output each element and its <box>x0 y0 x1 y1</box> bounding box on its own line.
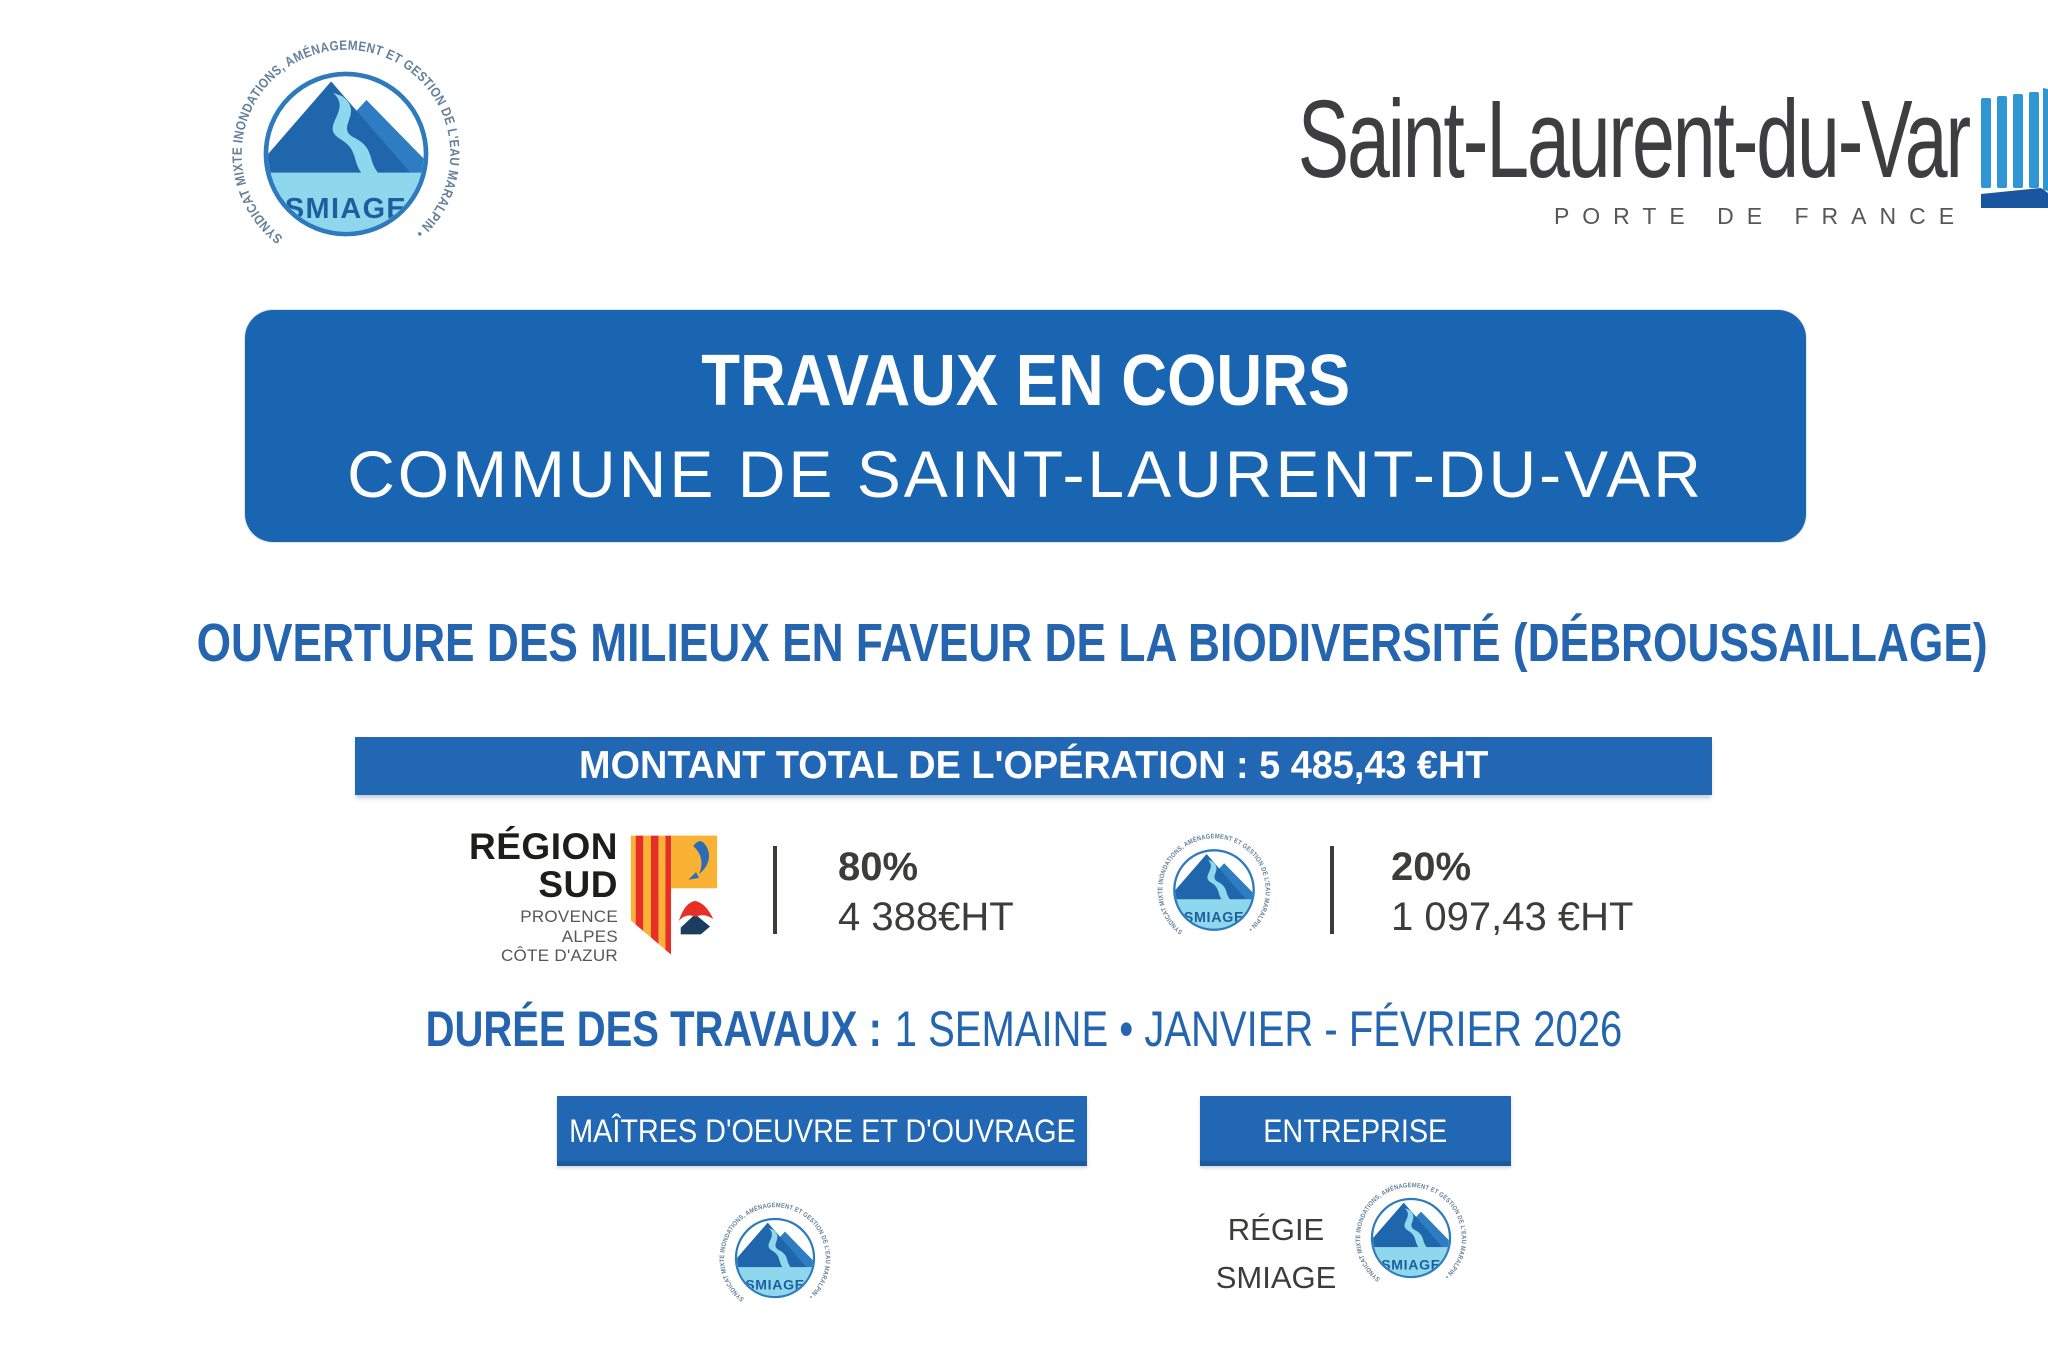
entreprise-label: ENTREPRISE <box>1263 1112 1448 1149</box>
duration-label: DURÉE DES TRAVAUX : <box>425 1001 882 1057</box>
smiage-logo-top-left: SYNDICAT MIXTE INONDATIONS, AMÉNAGEMENT … <box>225 33 467 275</box>
project-title: OUVERTURE DES MILIEUX EN FAVEUR DE LA BI… <box>196 613 1988 673</box>
city-logo-title: Saint-Laurent-du-Var <box>1297 78 1971 201</box>
financing-divider-1 <box>773 846 777 934</box>
entreprise-name-line2: SMIAGE <box>1215 1260 1337 1296</box>
entreprise-name: RÉGIE SMIAGE <box>1211 1206 1341 1302</box>
entreprise-bar: ENTREPRISE <box>1200 1096 1511 1166</box>
maitres-doeuvre-label: MAÎTRES D'OEUVRE ET D'OUVRAGE <box>568 1112 1076 1149</box>
duration-row: DURÉE DES TRAVAUX :1 SEMAINE • JANVIER -… <box>0 1000 2048 1058</box>
svg-text:SMIAGE: SMIAGE <box>745 1276 805 1292</box>
smiage-logo-entreprise: SYNDICAT MIXTE INONDATIONS, AMÉNAGEMENT … <box>1352 1179 1470 1297</box>
banner-commune-line: COMMUNE DE SAINT-LAURENT-DU-VAR <box>347 437 1704 511</box>
funder-1-amount: 4 388€HT <box>838 895 1014 939</box>
porte-de-france-tagline: PORTE DE FRANCE <box>1553 203 1968 230</box>
funder-2-percent: 20% <box>1391 845 1472 889</box>
svg-text:SMIAGE: SMIAGE <box>1184 910 1245 926</box>
region-sud-line1: RÉGION <box>469 826 618 867</box>
total-amount-bar: MONTANT TOTAL DE L'OPÉRATION : 5 485,43 … <box>355 737 1712 795</box>
region-sud-logo-text: RÉGION SUD PROVENCE ALPES CÔTE D'AZUR <box>408 828 618 965</box>
svg-text:SMIAGE: SMIAGE <box>1381 1256 1441 1272</box>
financing-item-region: 80% 4 388€HT <box>838 847 1014 937</box>
city-logo: Saint-Laurent-du-Var PORTE DE FRANCE <box>1010 78 2048 230</box>
city-gate-icon <box>1981 88 2048 208</box>
svg-text:SMIAGE: SMIAGE <box>285 193 407 225</box>
region-sud-line2: SUD <box>538 863 618 905</box>
financing-divider-2 <box>1330 846 1334 934</box>
project-title-row: OUVERTURE DES MILIEUX EN FAVEUR DE LA BI… <box>0 612 2048 674</box>
duration-value: 1 SEMAINE • JANVIER - FÉVRIER 2026 <box>894 1001 1623 1057</box>
smiage-logo-financing: SYNDICAT MIXTE INONDATIONS, AMÉNAGEMENT … <box>1154 830 1274 950</box>
smiage-logo-maitres: SYNDICAT MIXTE INONDATIONS, AMÉNAGEMENT … <box>716 1199 834 1317</box>
total-amount-label: MONTANT TOTAL DE L'OPÉRATION : 5 485,43 … <box>578 744 1489 787</box>
city-logo-text: Saint-Laurent-du-Var PORTE DE FRANCE <box>1010 78 1971 230</box>
banner-title: TRAVAUX EN COURS <box>701 341 1350 421</box>
entreprise-name-line1: RÉGIE <box>1227 1212 1325 1247</box>
maitres-doeuvre-bar: MAÎTRES D'OEUVRE ET D'OUVRAGE <box>557 1096 1087 1166</box>
works-banner: TRAVAUX EN COURS COMMUNE DE SAINT-LAUREN… <box>245 310 1806 542</box>
region-sud-shield-icon <box>628 833 720 960</box>
funder-2-amount: 1 097,43 €HT <box>1391 895 1634 939</box>
region-sud-sub: PROVENCE ALPES CÔTE D'AZUR <box>500 907 618 965</box>
funder-1-percent: 80% <box>838 845 919 889</box>
financing-item-smiage: 20% 1 097,43 €HT <box>1391 847 1633 937</box>
